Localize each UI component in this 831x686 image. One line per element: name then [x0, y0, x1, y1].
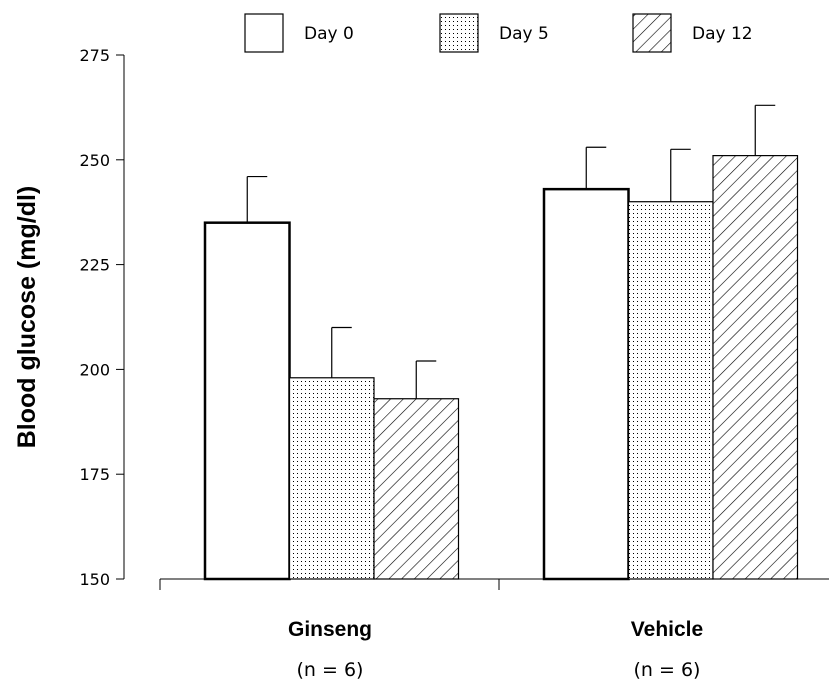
bar [373, 398, 460, 580]
y-tick-label: 175 [79, 465, 110, 484]
legend-label: Day 12 [692, 24, 753, 44]
y-tick-label: 150 [79, 570, 110, 589]
group-labels: Ginseng (n = 6) Vehicle (n = 6) [288, 618, 703, 681]
category-sublabel: (n = 6) [634, 659, 701, 681]
legend-swatch [632, 13, 672, 53]
y-tick-label: 250 [79, 151, 110, 170]
category-label: Ginseng [288, 618, 372, 641]
bar [712, 155, 799, 580]
bar [203, 221, 291, 581]
legend-label: Day 5 [499, 24, 549, 44]
bar [627, 201, 714, 580]
legend-swatch [244, 13, 284, 53]
legend-swatch [439, 13, 479, 53]
y-axis: 150 175 200 225 250 275 [79, 46, 125, 589]
x-axis [159, 578, 829, 590]
bars [203, 104, 799, 581]
bar [542, 187, 630, 581]
category-label: Vehicle [631, 618, 703, 641]
category-sublabel: (n = 6) [297, 659, 364, 681]
legend-label: Day 0 [304, 24, 354, 44]
legend: Day 0 Day 5 Day 12 [244, 13, 753, 53]
y-tick-label: 200 [79, 360, 110, 379]
y-axis-label: Blood glucose (mg/dl) [13, 186, 41, 449]
y-tick-label: 225 [79, 256, 110, 275]
bar [288, 377, 375, 580]
y-tick-label: 275 [79, 46, 110, 65]
